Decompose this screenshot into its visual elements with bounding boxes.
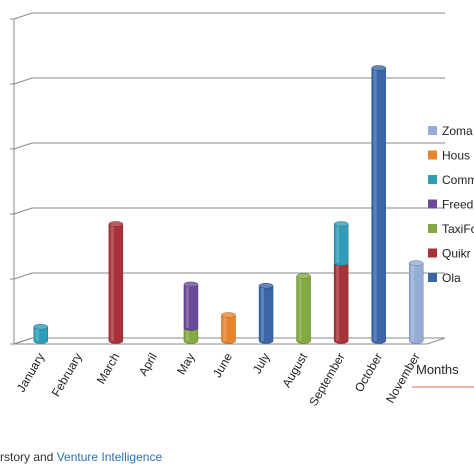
bar-segment — [108, 221, 124, 344]
axes — [10, 18, 446, 345]
legend-swatch — [428, 199, 437, 209]
bars — [33, 65, 424, 344]
bar-highlight — [411, 263, 415, 341]
legend-label: Zoma — [442, 124, 473, 138]
gridline-depth — [13, 207, 33, 215]
x-axis-floor — [13, 337, 446, 345]
x-tick-label: June — [210, 350, 235, 380]
legend-swatch — [428, 224, 437, 233]
bar-cap — [33, 323, 49, 330]
source-note: rstory and Venture Intelligence — [0, 450, 162, 464]
bar-highlight — [110, 224, 114, 341]
bar-segment — [371, 65, 386, 344]
bar-segment — [333, 221, 349, 266]
x-tick-label: March — [94, 351, 123, 387]
bar-highlight — [336, 263, 340, 341]
source-link[interactable]: Venture Intelligence — [56, 450, 163, 464]
bar-cap — [371, 65, 386, 71]
legend-swatch — [428, 126, 437, 135]
legend-label: Freed — [442, 198, 473, 212]
bar-highlight — [336, 224, 340, 263]
legend: Zoma Hous Comm Freed TaxiFo Quikr Ola — [428, 124, 474, 285]
x-tick-label: July — [250, 351, 273, 376]
x-axis-title: Months — [416, 362, 459, 377]
bar-cap — [296, 273, 311, 279]
x-tick-label: August — [279, 350, 310, 390]
x-tick-label: November — [383, 351, 423, 406]
bar-cap — [258, 283, 274, 289]
bar-highlight — [373, 68, 377, 341]
bar-cap — [108, 221, 124, 227]
gridline-depth — [13, 77, 33, 85]
bar-highlight — [185, 284, 189, 328]
legend-label: TaxiFo — [442, 222, 474, 236]
bar-cap — [221, 312, 236, 318]
bar-cap — [183, 281, 199, 288]
gridline-depth — [13, 272, 33, 280]
bar-highlight — [35, 326, 39, 341]
bar-segment — [183, 281, 199, 331]
bar-cap — [408, 260, 424, 266]
bar-segment — [33, 323, 49, 344]
bar-highlight — [261, 285, 265, 341]
x-tick-label: May — [174, 351, 197, 378]
bar-segment — [296, 273, 311, 344]
legend-label: Ola — [442, 271, 461, 285]
gridline-depth — [13, 12, 33, 20]
bar-highlight — [185, 328, 189, 341]
source-prefix: rstory and — [0, 450, 57, 464]
gridline-depth — [13, 142, 33, 150]
legend-label: Quikr — [442, 247, 471, 261]
legend-swatch — [428, 248, 437, 258]
bar-segment — [408, 260, 424, 344]
x-tick-label: April — [136, 351, 160, 379]
x-tick-label: January — [14, 351, 47, 395]
legend-swatch — [428, 273, 437, 282]
bar-segment — [333, 260, 349, 344]
legend-label: Hous — [442, 149, 470, 163]
bar-highlight — [298, 276, 302, 341]
bar-segment — [221, 312, 236, 344]
legend-swatch — [428, 150, 437, 160]
x-tick-label: February — [49, 351, 85, 400]
x-tick-label: September — [306, 351, 347, 409]
x-tick-label: October — [352, 350, 385, 394]
legend-swatch — [428, 175, 437, 184]
bar-highlight — [223, 315, 227, 341]
bar-segment — [258, 283, 274, 344]
legend-label: Comm — [442, 173, 474, 187]
bar-cap — [333, 221, 349, 227]
x-tick-labels: January February March April May June July Augu… — [14, 350, 423, 408]
